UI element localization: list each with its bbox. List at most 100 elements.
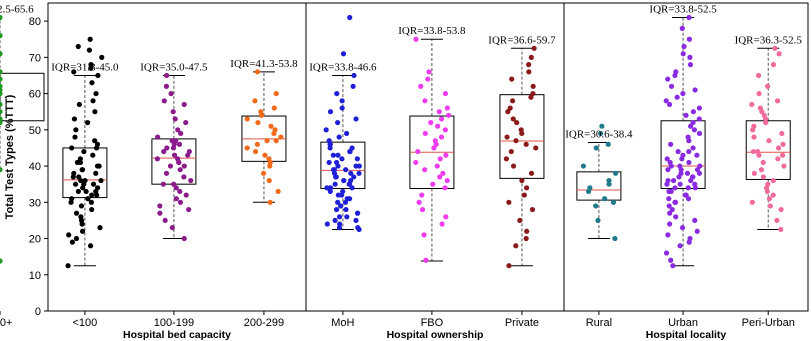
data-point [342, 199, 349, 205]
data-point [599, 123, 605, 129]
data-point [778, 206, 784, 213]
data-point [327, 141, 333, 147]
iqr-annotation: IQR=33.8-52.5 [649, 3, 717, 15]
data-point [89, 80, 95, 86]
data-point [413, 159, 419, 166]
data-point [524, 228, 530, 234]
data-point [510, 116, 516, 122]
data-point [271, 130, 277, 137]
data-point [513, 243, 519, 249]
data-point [664, 181, 670, 187]
data-point [674, 94, 680, 100]
data-point [598, 130, 604, 137]
group-title: Hospital bed capacity [123, 329, 231, 341]
data-point [691, 127, 697, 133]
data-point [526, 62, 532, 68]
data-point [80, 185, 86, 191]
data-point [90, 98, 96, 104]
data-point [72, 181, 79, 187]
data-point [665, 232, 671, 238]
data-point [415, 148, 421, 155]
data-point [610, 199, 617, 205]
data-point [336, 134, 342, 140]
data-point [273, 90, 279, 97]
data-point [422, 98, 428, 104]
data-point [341, 177, 347, 184]
data-point [444, 177, 450, 184]
data-point [172, 116, 178, 122]
data-point [275, 188, 281, 195]
data-point [425, 76, 431, 82]
data-point [65, 263, 71, 269]
data-point [437, 174, 443, 180]
data-point [244, 145, 250, 151]
data-point [666, 101, 673, 108]
data-point [672, 72, 678, 79]
data-point [676, 174, 682, 180]
y-tick-label: 0 [35, 306, 41, 318]
data-point [339, 156, 345, 162]
data-point [443, 214, 449, 220]
data-point [343, 167, 349, 173]
data-point [181, 163, 187, 169]
data-point [666, 203, 672, 209]
data-point [160, 181, 166, 187]
data-point [170, 109, 176, 115]
data-point [92, 138, 98, 144]
data-point [505, 109, 511, 115]
data-point [353, 217, 359, 224]
data-point [764, 188, 770, 195]
data-point [443, 152, 449, 158]
data-point [344, 214, 350, 220]
data-point [254, 69, 261, 75]
data-point [509, 76, 515, 82]
data-point [413, 36, 419, 42]
data-point [278, 134, 284, 140]
data-point [353, 116, 359, 122]
data-point [758, 167, 765, 173]
iqr-box [320, 141, 366, 190]
x-tick-label: FBO [421, 317, 444, 329]
data-point [79, 221, 85, 227]
data-point [445, 112, 452, 118]
y-tick-label: 20 [29, 234, 41, 246]
data-point [696, 105, 703, 111]
data-point [90, 181, 97, 187]
data-point [181, 174, 187, 180]
data-point [421, 232, 427, 238]
data-point [85, 119, 91, 126]
data-point [668, 163, 674, 169]
data-point [346, 181, 352, 187]
data-point [335, 119, 341, 126]
data-point [774, 98, 781, 104]
data-point [666, 188, 672, 195]
data-point [756, 152, 762, 158]
data-point [330, 152, 336, 158]
data-point [168, 90, 174, 97]
data-point [770, 177, 776, 184]
data-point [73, 127, 79, 133]
data-point [333, 174, 339, 180]
data-point [775, 156, 781, 162]
data-point [686, 239, 692, 245]
data-point [764, 83, 771, 89]
data-point [779, 152, 786, 158]
iqr-annotation: IQR=36.6-59.7 [488, 34, 556, 46]
data-point [75, 43, 81, 50]
data-point [663, 98, 669, 104]
data-point [690, 145, 696, 151]
data-point [162, 217, 168, 224]
data-point [506, 263, 512, 269]
data-point [696, 130, 703, 137]
data-point [779, 130, 785, 137]
iqr-annotation: IQR=35.0-47.5 [140, 61, 208, 73]
data-point [684, 170, 691, 176]
data-point [348, 170, 354, 176]
data-point [0, 51, 3, 57]
data-point [244, 116, 250, 122]
data-point [161, 98, 167, 104]
data-point [93, 170, 99, 176]
data-point [778, 226, 784, 233]
data-point [416, 199, 422, 205]
y-tick-label: 50 [29, 125, 41, 137]
